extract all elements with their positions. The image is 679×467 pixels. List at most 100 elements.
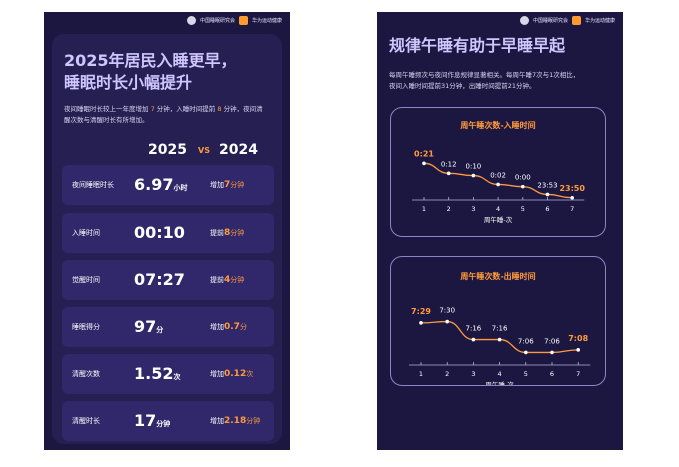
x-tick-label: 2 xyxy=(447,205,451,213)
sleep-society-logo-icon xyxy=(186,16,196,25)
delta-number: 7 xyxy=(224,180,231,190)
brand-org1-right: 中国睡眠研究会 xyxy=(532,18,568,24)
data-point xyxy=(422,161,426,166)
right-summary-line-1: 每周午睡频次与夜间作息规律显著相关。每周午睡7次与1次相比， xyxy=(389,71,580,79)
metric-row: 觉醒时间 07:27 提前4分钟 xyxy=(62,260,274,300)
data-label: 7:06 xyxy=(518,337,534,345)
metric-value-number: 07:27 xyxy=(134,270,185,289)
data-point xyxy=(419,321,423,325)
data-label: 7:16 xyxy=(466,325,482,333)
sleep-society-logo-icon xyxy=(519,16,529,25)
metric-label: 夜间睡眠时长 xyxy=(72,181,114,189)
x-tick-label: 7 xyxy=(570,205,574,213)
summary-b: 分钟，入睡时间提前 xyxy=(154,105,218,113)
delta-number: 0.7 xyxy=(224,322,240,332)
delta-number: 0.12 xyxy=(224,369,247,379)
delta-unit: 分钟 xyxy=(246,417,261,425)
metric-label: 睡眠得分 xyxy=(72,323,100,331)
data-point xyxy=(545,192,550,197)
data-point xyxy=(471,337,476,342)
metric-value-number: 1.52 xyxy=(134,364,174,383)
data-point xyxy=(524,350,528,355)
x-tick-label: 5 xyxy=(524,370,528,378)
delta-prefix: 增加 xyxy=(210,323,224,331)
brand-bar: 中国睡眠研究会 华为运动健康 xyxy=(186,16,282,25)
x-tick-label: 4 xyxy=(498,370,502,378)
data-label: 7:30 xyxy=(439,307,455,315)
year-2024: 2024 xyxy=(219,142,258,158)
chart-bedtime-box: 周午睡次数-入睡时间 1 2 3 4 5 6 7 周午睡-次 0:21 0:12 0:10 0:02 0… xyxy=(390,107,606,237)
metric-value-unit: 小时 xyxy=(173,184,188,192)
metric-value-number: 17 xyxy=(134,411,157,430)
delta-unit: 分钟 xyxy=(230,229,245,237)
metric-delta: 增加7分钟 xyxy=(210,165,244,205)
right-summary-line-2: 夜间入睡时间提前31分钟，出睡时间提前21分钟。 xyxy=(389,82,536,90)
metric-value: 6.97小时 xyxy=(134,165,187,208)
metric-value-number: 00:10 xyxy=(134,223,185,242)
chart-bedtime-title: 周午睡次数-入睡时间 xyxy=(460,121,536,130)
x-tick-label: 1 xyxy=(422,205,426,213)
data-point xyxy=(576,348,580,352)
delta-unit: 分 xyxy=(239,323,247,331)
data-point xyxy=(446,171,451,176)
delta-prefix: 提前 xyxy=(210,229,224,237)
metric-value-unit: 分钟 xyxy=(156,420,171,428)
delta-unit: 分钟 xyxy=(230,276,245,284)
metric-delta: 增加2.18分钟 xyxy=(210,401,260,441)
delta-prefix: 增加 xyxy=(210,181,224,189)
metric-value-number: 6.97 xyxy=(134,175,174,194)
delta-prefix: 增加 xyxy=(210,370,224,378)
data-point xyxy=(471,173,476,178)
chart-waketime-title: 周午睡次数-出睡时间 xyxy=(460,272,536,281)
data-label: 0:10 xyxy=(466,163,482,171)
x-tick-label: 3 xyxy=(471,370,475,378)
data-point xyxy=(550,350,554,355)
data-point xyxy=(496,182,500,187)
data-label: 0:02 xyxy=(490,171,506,179)
brand-bar-right: 中国睡眠研究会 华为运动健康 xyxy=(519,16,615,25)
delta-number: 8 xyxy=(224,228,231,238)
x-tick-label: 2 xyxy=(445,370,449,378)
year-2025: 2025 xyxy=(148,142,187,158)
data-label: 7:29 xyxy=(411,307,431,316)
metric-delta: 提前4分钟 xyxy=(210,260,244,300)
summary-text: 夜间睡眠时长较上一年度增加 7 分钟，入睡时间提前 8 分钟，夜间清 醒次数与清醒… xyxy=(64,104,274,126)
data-label: 23:53 xyxy=(537,181,557,189)
delta-prefix: 增加 xyxy=(210,417,224,425)
delta-number: 2.18 xyxy=(224,416,247,426)
right-title: 规律午睡有助于早睡早起 xyxy=(389,36,566,55)
huawei-health-logo-icon xyxy=(571,16,581,25)
data-label: 0:12 xyxy=(441,160,457,168)
metric-value: 00:10 xyxy=(134,213,185,253)
summary-c: 分钟，夜间清 xyxy=(221,105,263,113)
delta-number: 4 xyxy=(224,275,231,285)
data-label: 7:06 xyxy=(544,337,560,345)
chart-waketime-box: 周午睡次数-出睡时间 1 2 3 4 5 6 7 周午睡-次 7:29 7:30 7:16 7:16 7… xyxy=(390,256,606,386)
x-tick-label: 4 xyxy=(496,205,500,213)
left-panel: 中国睡眠研究会 华为运动健康 2025年居民入睡更早， 睡眠时长小幅提升 夜间睡… xyxy=(44,12,290,450)
data-point xyxy=(497,337,502,342)
metric-value-number: 97 xyxy=(134,317,157,336)
metric-row: 清醒次数 1.52次 增加0.12次 xyxy=(62,354,274,394)
delta-unit: 分钟 xyxy=(230,181,245,189)
metric-row: 睡眠得分 97分 增加0.7分 xyxy=(62,307,274,347)
chart-waketime: 1 2 3 4 5 6 7 周午睡-次 7:29 7:30 7:16 7:16 7:06 7:06 7:08 xyxy=(409,307,591,385)
delta-unit: 次 xyxy=(246,370,254,378)
right-panel: 中国睡眠研究会 华为运动健康 规律午睡有助于早睡早起 每周午睡频次与夜间作息规律… xyxy=(377,12,623,450)
x-tick-label: 7 xyxy=(576,370,580,378)
x-axis-label: 周午睡-次 xyxy=(485,380,514,385)
data-point xyxy=(445,319,449,324)
metric-label: 清醒时长 xyxy=(72,417,100,425)
summary-b-num: 8 xyxy=(217,105,222,113)
summary-card: 2025年居民入睡更早， 睡眠时长小幅提升 夜间睡眠时长较上一年度增加 7 分钟… xyxy=(52,34,282,444)
chart-bedtime: 1 2 3 4 5 6 7 周午睡-次 0:21 0:12 0:10 0:02 0:00 23:53 23:… xyxy=(412,149,585,224)
huawei-health-logo-icon xyxy=(238,16,248,25)
delta-prefix: 提前 xyxy=(210,276,224,284)
summary-d: 醒次数与清醒时长有所增加。 xyxy=(64,116,149,124)
brand-org2-right: 华为运动健康 xyxy=(584,18,615,24)
title-line-2: 睡眠时长小幅提升 xyxy=(64,73,193,92)
data-label: 7:16 xyxy=(492,325,508,333)
right-summary: 每周午睡频次与夜间作息规律显著相关。每周午睡7次与1次相比， 夜间入睡时间提前3… xyxy=(389,70,609,92)
metric-label: 入睡时间 xyxy=(72,229,100,237)
brand-org1: 中国睡眠研究会 xyxy=(199,18,235,24)
